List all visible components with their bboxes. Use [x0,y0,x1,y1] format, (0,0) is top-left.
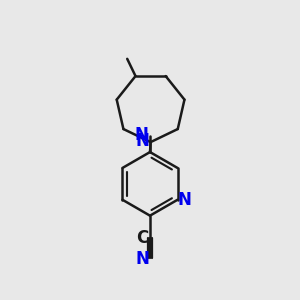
Text: N: N [135,126,149,144]
Text: N: N [136,250,150,268]
Text: N: N [178,191,192,209]
Text: C: C [136,229,148,247]
Text: N: N [136,132,150,150]
